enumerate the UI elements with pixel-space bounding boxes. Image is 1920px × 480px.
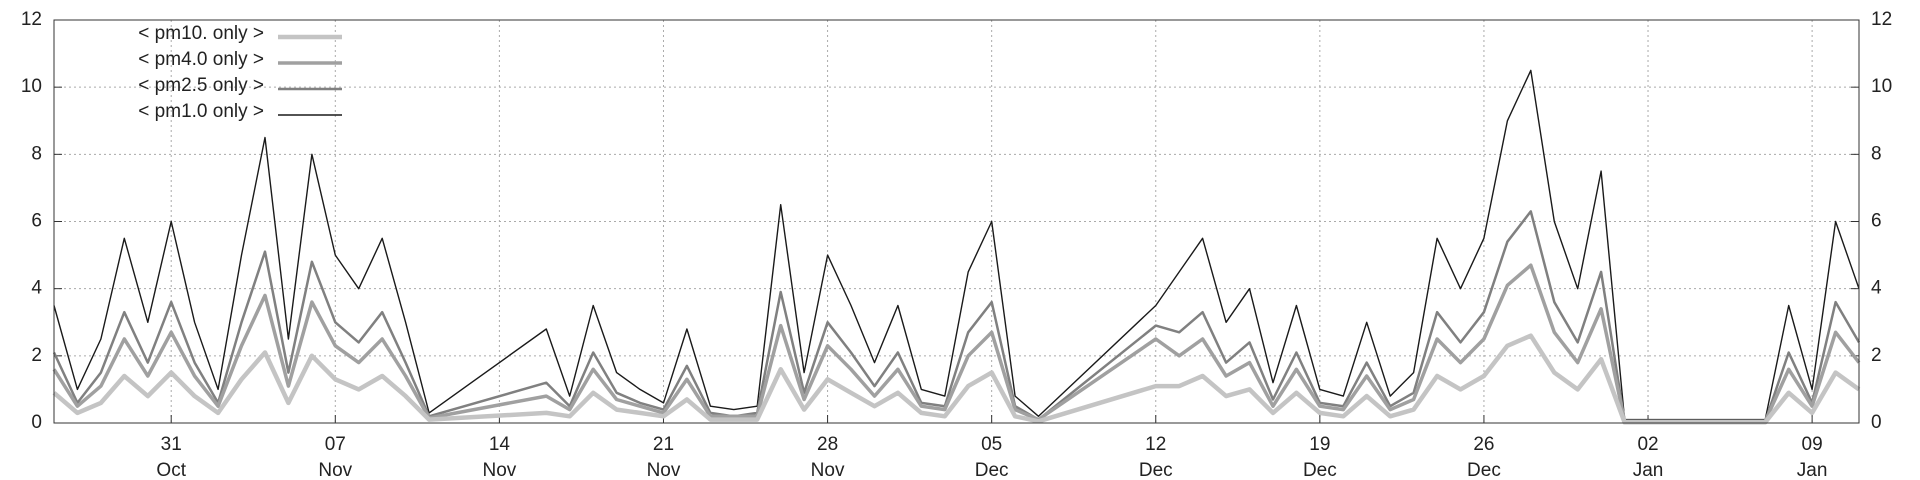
- legend-label: < pm1.0 only >: [138, 101, 264, 122]
- x-tick-part: 02: [1637, 434, 1658, 455]
- x-tick-part: Nov: [482, 460, 516, 480]
- x-tick-part: 14: [489, 434, 511, 455]
- series-line: [52, 210, 1861, 423]
- legend-label: < pm10. only >: [138, 23, 264, 44]
- y-tick-label: 12: [21, 9, 42, 30]
- x-tick-label: 14 Nov: [482, 434, 516, 480]
- x-tick-part: Dec: [1467, 460, 1501, 480]
- legend-label: < pm4.0 only >: [138, 49, 264, 70]
- x-tick-part: 28: [817, 434, 838, 455]
- x-tick-part: Nov: [811, 460, 845, 480]
- x-tick-part: 12: [1145, 434, 1166, 455]
- legend-label: < pm2.5 only >: [138, 75, 264, 96]
- y-tick-label: 6: [31, 211, 42, 232]
- x-tick-part: 07: [325, 434, 346, 455]
- y-tick-label: 2: [31, 345, 42, 366]
- y2-tick-label: 2: [1871, 345, 1882, 366]
- x-tick-label: 26 Dec: [1467, 434, 1501, 480]
- x-tick-part: Oct: [156, 460, 186, 480]
- x-tick-part: Jan: [1633, 460, 1664, 480]
- y-tick-label: 0: [31, 412, 42, 433]
- y2-tick-label: 8: [1871, 143, 1882, 164]
- x-tick-part: 05: [981, 434, 1002, 455]
- y-tick-label: 8: [31, 143, 42, 164]
- x-tick-part: Dec: [975, 460, 1009, 480]
- x-tick-label: 09 Jan: [1797, 434, 1828, 480]
- y2-tick-label: 10: [1871, 76, 1892, 97]
- y2-tick-label: 4: [1871, 278, 1882, 299]
- x-tick-label: 12 Dec: [1139, 434, 1173, 480]
- y-tick-label: 4: [31, 278, 42, 299]
- series-line: [52, 263, 1861, 424]
- x-tick-part: 19: [1309, 434, 1330, 455]
- series-line: [52, 333, 1861, 425]
- x-tick-part: 09: [1802, 434, 1823, 455]
- x-tick-part: Dec: [1139, 460, 1173, 480]
- x-tick-part: 26: [1473, 434, 1494, 455]
- series-line: [53, 69, 1860, 421]
- x-tick-part: Dec: [1303, 460, 1337, 480]
- x-tick-part: 31: [161, 434, 182, 455]
- y2-tick-label: 12: [1871, 9, 1892, 30]
- x-tick-label: 19 Dec: [1303, 434, 1337, 480]
- x-tick-label: 05 Dec: [975, 434, 1009, 480]
- y-tick-label: 10: [21, 76, 42, 97]
- y2-tick-label: 0: [1871, 412, 1882, 433]
- x-tick-label: 31 Oct: [156, 434, 186, 480]
- x-tick-label: 02 Jan: [1633, 434, 1664, 480]
- plot-frame: [53, 19, 1860, 424]
- x-tick-label: 07 Nov: [318, 434, 352, 480]
- x-tick-label: 21 Nov: [647, 434, 681, 480]
- x-tick-label: 28 Nov: [811, 434, 845, 480]
- x-tick-part: 21: [653, 434, 674, 455]
- y2-tick-label: 6: [1871, 211, 1882, 232]
- x-tick-part: Jan: [1797, 460, 1828, 480]
- x-tick-part: Nov: [647, 460, 681, 480]
- x-tick-part: Nov: [318, 460, 352, 480]
